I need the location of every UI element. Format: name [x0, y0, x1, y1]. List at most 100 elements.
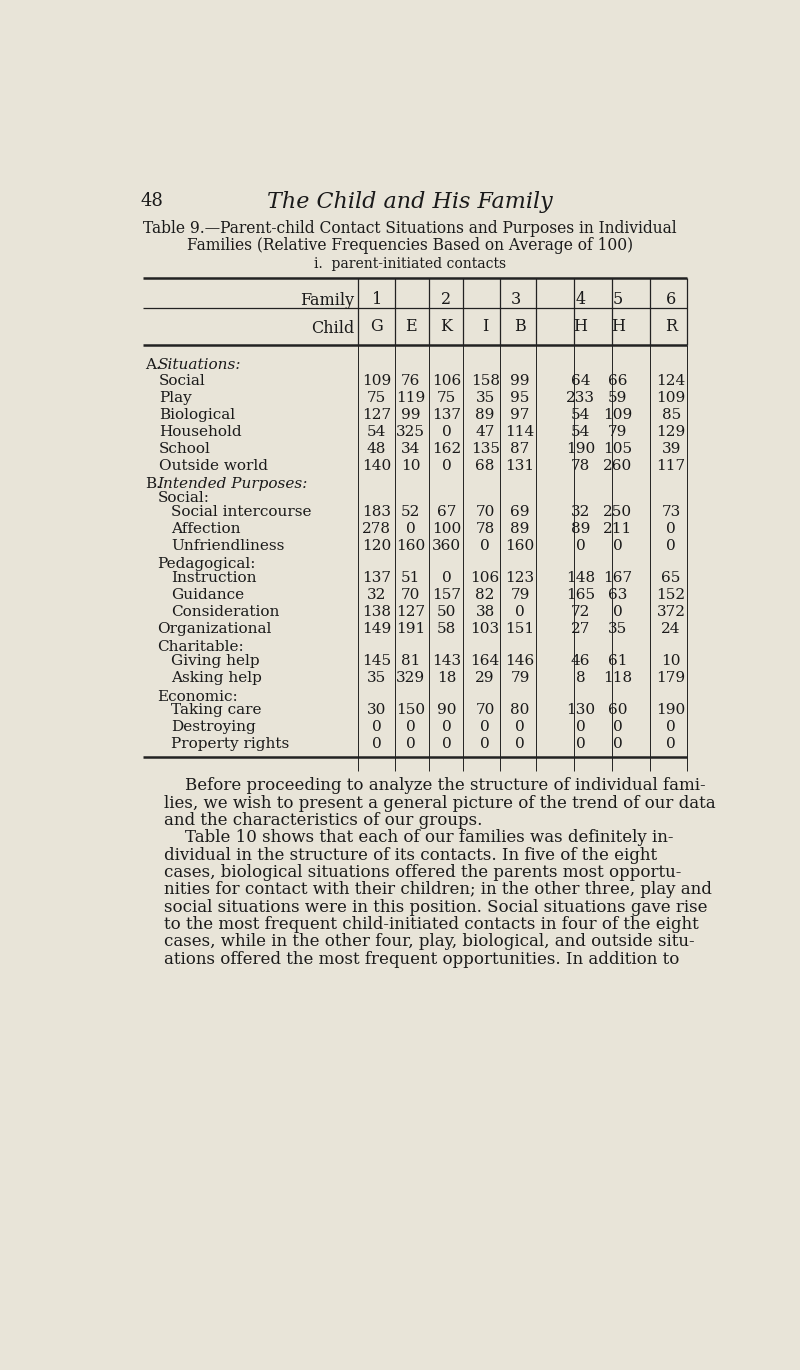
Text: 0: 0	[442, 459, 451, 473]
Text: 89: 89	[510, 522, 530, 536]
Text: R: R	[665, 318, 678, 336]
Text: 72: 72	[571, 604, 590, 619]
Text: 0: 0	[442, 737, 451, 751]
Text: Social intercourse: Social intercourse	[171, 504, 312, 519]
Text: 190: 190	[566, 441, 595, 456]
Text: Instruction: Instruction	[171, 571, 257, 585]
Text: 2: 2	[442, 290, 451, 308]
Text: Asking help: Asking help	[171, 671, 262, 685]
Text: 233: 233	[566, 390, 595, 404]
Text: Social: Social	[159, 374, 206, 388]
Text: 278: 278	[362, 522, 391, 536]
Text: 152: 152	[657, 588, 686, 601]
Text: 89: 89	[475, 408, 495, 422]
Text: 10: 10	[401, 459, 421, 473]
Text: 0: 0	[480, 737, 490, 751]
Text: 87: 87	[510, 441, 530, 456]
Text: 0: 0	[613, 737, 622, 751]
Text: Table 10 shows that each of our families was definitely in-: Table 10 shows that each of our families…	[163, 829, 673, 847]
Text: 69: 69	[510, 504, 530, 519]
Text: 124: 124	[657, 374, 686, 388]
Text: 4: 4	[575, 290, 586, 308]
Text: 138: 138	[362, 604, 391, 619]
Text: 160: 160	[506, 538, 534, 552]
Text: 140: 140	[362, 459, 391, 473]
Text: 30: 30	[367, 703, 386, 718]
Text: H: H	[574, 318, 587, 336]
Text: Property rights: Property rights	[171, 737, 290, 751]
Text: G: G	[370, 318, 383, 336]
Text: 191: 191	[396, 622, 426, 636]
Text: 51: 51	[401, 571, 421, 585]
Text: 149: 149	[362, 622, 391, 636]
Text: 0: 0	[406, 522, 416, 536]
Text: 82: 82	[475, 588, 495, 601]
Text: 129: 129	[657, 425, 686, 438]
Text: 135: 135	[470, 441, 500, 456]
Text: 5: 5	[613, 290, 623, 308]
Text: Charitable:: Charitable:	[158, 640, 244, 655]
Text: K: K	[441, 318, 453, 336]
Text: 127: 127	[362, 408, 391, 422]
Text: 0: 0	[613, 604, 622, 619]
Text: Social:: Social:	[158, 490, 210, 506]
Text: School: School	[159, 441, 210, 456]
Text: 68: 68	[475, 459, 495, 473]
Text: 0: 0	[442, 571, 451, 585]
Text: 35: 35	[475, 390, 494, 404]
Text: Intended Purposes:: Intended Purposes:	[158, 477, 308, 490]
Text: 32: 32	[571, 504, 590, 519]
Text: 109: 109	[657, 390, 686, 404]
Text: 0: 0	[480, 721, 490, 734]
Text: 90: 90	[437, 703, 456, 718]
Text: 0: 0	[406, 737, 416, 751]
Text: 145: 145	[362, 653, 391, 669]
Text: I: I	[482, 318, 488, 336]
Text: Biological: Biological	[159, 408, 235, 422]
Text: 157: 157	[432, 588, 461, 601]
Text: B: B	[514, 318, 526, 336]
Text: 117: 117	[657, 459, 686, 473]
Text: 130: 130	[566, 703, 595, 718]
Text: 70: 70	[475, 504, 495, 519]
Text: 183: 183	[362, 504, 391, 519]
Text: 75: 75	[437, 390, 456, 404]
Text: 137: 137	[432, 408, 461, 422]
Text: Play: Play	[159, 390, 192, 404]
Text: 250: 250	[603, 504, 632, 519]
Text: 95: 95	[510, 390, 530, 404]
Text: 329: 329	[396, 671, 426, 685]
Text: 76: 76	[401, 374, 421, 388]
Text: ations offered the most frequent opportunities. In addition to: ations offered the most frequent opportu…	[163, 951, 679, 967]
Text: 0: 0	[372, 721, 382, 734]
Text: 109: 109	[362, 374, 391, 388]
Text: 119: 119	[396, 390, 426, 404]
Text: dividual in the structure of its contacts. In five of the eight: dividual in the structure of its contact…	[163, 847, 657, 863]
Text: Giving help: Giving help	[171, 653, 260, 669]
Text: H: H	[610, 318, 625, 336]
Text: 47: 47	[475, 425, 495, 438]
Text: 79: 79	[510, 671, 530, 685]
Text: 89: 89	[571, 522, 590, 536]
Text: 54: 54	[571, 408, 590, 422]
Text: Situations:: Situations:	[158, 359, 241, 373]
Text: 260: 260	[603, 459, 632, 473]
Text: 0: 0	[666, 522, 676, 536]
Text: 167: 167	[603, 571, 632, 585]
Text: 106: 106	[432, 374, 461, 388]
Text: Table 9.—Parent-child Contact Situations and Purposes in Individual: Table 9.—Parent-child Contact Situations…	[143, 219, 677, 237]
Text: Household: Household	[159, 425, 242, 438]
Text: 0: 0	[515, 604, 525, 619]
Text: 372: 372	[657, 604, 686, 619]
Text: The Child and His Family: The Child and His Family	[267, 192, 553, 214]
Text: 164: 164	[470, 653, 500, 669]
Text: 131: 131	[506, 459, 534, 473]
Text: 63: 63	[608, 588, 627, 601]
Text: Outside world: Outside world	[159, 459, 268, 473]
Text: 73: 73	[662, 504, 681, 519]
Text: 61: 61	[608, 653, 627, 669]
Text: 109: 109	[603, 408, 632, 422]
Text: 160: 160	[396, 538, 426, 552]
Text: to the most frequent child-initiated contacts in four of the eight: to the most frequent child-initiated con…	[163, 917, 698, 933]
Text: 50: 50	[437, 604, 456, 619]
